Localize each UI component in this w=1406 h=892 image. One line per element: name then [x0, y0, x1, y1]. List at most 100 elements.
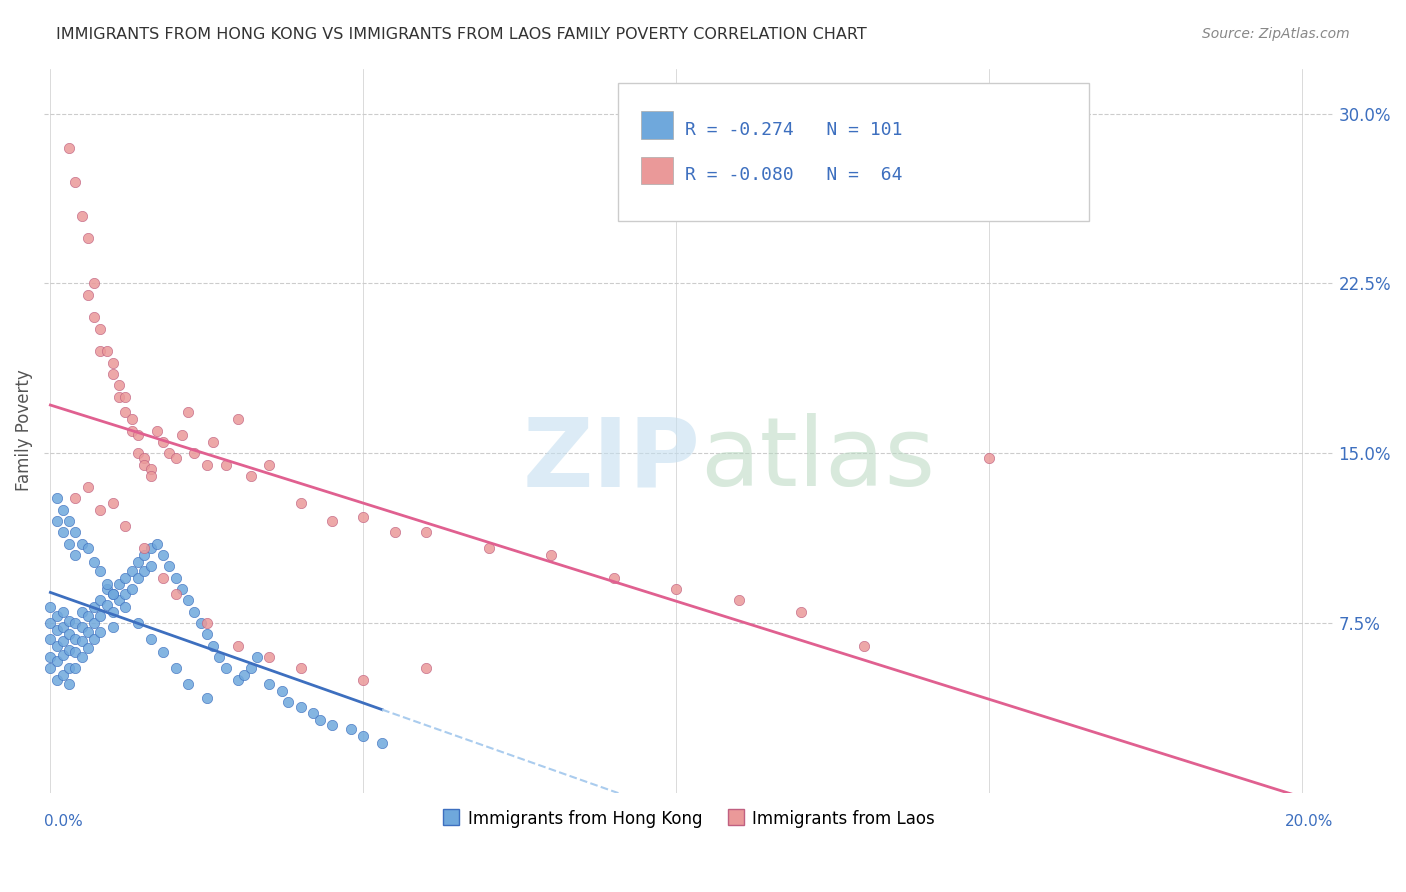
- Point: [121, 412, 143, 426]
- Text: Source: ZipAtlas.com: Source: ZipAtlas.com: [1202, 27, 1350, 41]
- Point: [177, 405, 200, 419]
- Point: [121, 582, 143, 596]
- Point: [52, 634, 75, 648]
- Point: [52, 668, 75, 682]
- Point: [96, 582, 118, 596]
- Point: [177, 677, 200, 691]
- Point: [77, 231, 100, 245]
- Y-axis label: Family Poverty: Family Poverty: [15, 369, 32, 491]
- Point: [77, 288, 100, 302]
- Point: [165, 661, 187, 675]
- Point: [45, 491, 67, 506]
- Point: [540, 548, 562, 562]
- Point: [65, 632, 87, 646]
- Point: [177, 593, 200, 607]
- Point: [52, 503, 75, 517]
- Point: [853, 639, 876, 653]
- Point: [290, 496, 312, 510]
- Point: [108, 593, 131, 607]
- Point: [134, 458, 156, 472]
- Point: [83, 310, 105, 325]
- Point: [101, 620, 124, 634]
- Point: [127, 555, 149, 569]
- Point: [70, 537, 93, 551]
- Text: R = -0.080   N =  64: R = -0.080 N = 64: [685, 166, 903, 185]
- Point: [89, 625, 111, 640]
- Point: [52, 620, 75, 634]
- Point: [70, 634, 93, 648]
- Point: [83, 632, 105, 646]
- Point: [108, 390, 131, 404]
- Point: [340, 723, 363, 737]
- Point: [195, 458, 218, 472]
- Point: [65, 548, 87, 562]
- Point: [321, 514, 343, 528]
- Point: [65, 175, 87, 189]
- Point: [233, 668, 256, 682]
- Point: [89, 564, 111, 578]
- Point: [77, 609, 100, 624]
- Point: [170, 582, 193, 596]
- Point: [152, 434, 174, 449]
- Point: [226, 412, 249, 426]
- Point: [65, 615, 87, 630]
- Point: [202, 639, 225, 653]
- Point: [89, 322, 111, 336]
- Point: [108, 577, 131, 591]
- Point: [65, 661, 87, 675]
- Point: [77, 640, 100, 655]
- Point: [165, 450, 187, 465]
- Point: [70, 605, 93, 619]
- Point: [157, 446, 180, 460]
- Point: [127, 446, 149, 460]
- Point: [790, 605, 813, 619]
- Text: IMMIGRANTS FROM HONG KONG VS IMMIGRANTS FROM LAOS FAMILY POVERTY CORRELATION CHA: IMMIGRANTS FROM HONG KONG VS IMMIGRANTS …: [56, 27, 868, 42]
- Point: [371, 736, 394, 750]
- Point: [39, 632, 62, 646]
- Text: atlas: atlas: [700, 413, 935, 506]
- Point: [77, 625, 100, 640]
- Point: [83, 555, 105, 569]
- Point: [290, 661, 312, 675]
- Point: [108, 378, 131, 392]
- Point: [352, 673, 374, 687]
- Point: [277, 695, 299, 709]
- Point: [45, 673, 67, 687]
- Point: [165, 586, 187, 600]
- Point: [65, 491, 87, 506]
- Point: [384, 525, 406, 540]
- Point: [259, 677, 281, 691]
- Point: [259, 458, 281, 472]
- Point: [101, 605, 124, 619]
- Point: [114, 390, 136, 404]
- Point: [89, 609, 111, 624]
- Point: [58, 614, 80, 628]
- Point: [45, 623, 67, 637]
- Point: [246, 649, 269, 664]
- Point: [101, 496, 124, 510]
- Point: [134, 548, 156, 562]
- Text: 0.0%: 0.0%: [44, 814, 83, 830]
- Point: [114, 586, 136, 600]
- Point: [101, 356, 124, 370]
- Point: [96, 598, 118, 612]
- Point: [170, 428, 193, 442]
- Point: [195, 627, 218, 641]
- Point: [321, 718, 343, 732]
- Point: [83, 277, 105, 291]
- Point: [45, 639, 67, 653]
- Point: [77, 480, 100, 494]
- Point: [89, 593, 111, 607]
- Point: [146, 424, 169, 438]
- Point: [52, 525, 75, 540]
- Point: [152, 548, 174, 562]
- Point: [139, 468, 162, 483]
- Point: [352, 729, 374, 743]
- Legend: Immigrants from Hong Kong, Immigrants from Laos: Immigrants from Hong Kong, Immigrants fr…: [436, 804, 942, 835]
- Point: [58, 514, 80, 528]
- Text: ZIP: ZIP: [523, 413, 700, 506]
- Point: [152, 645, 174, 659]
- Point: [101, 367, 124, 381]
- Point: [45, 609, 67, 624]
- Point: [415, 525, 437, 540]
